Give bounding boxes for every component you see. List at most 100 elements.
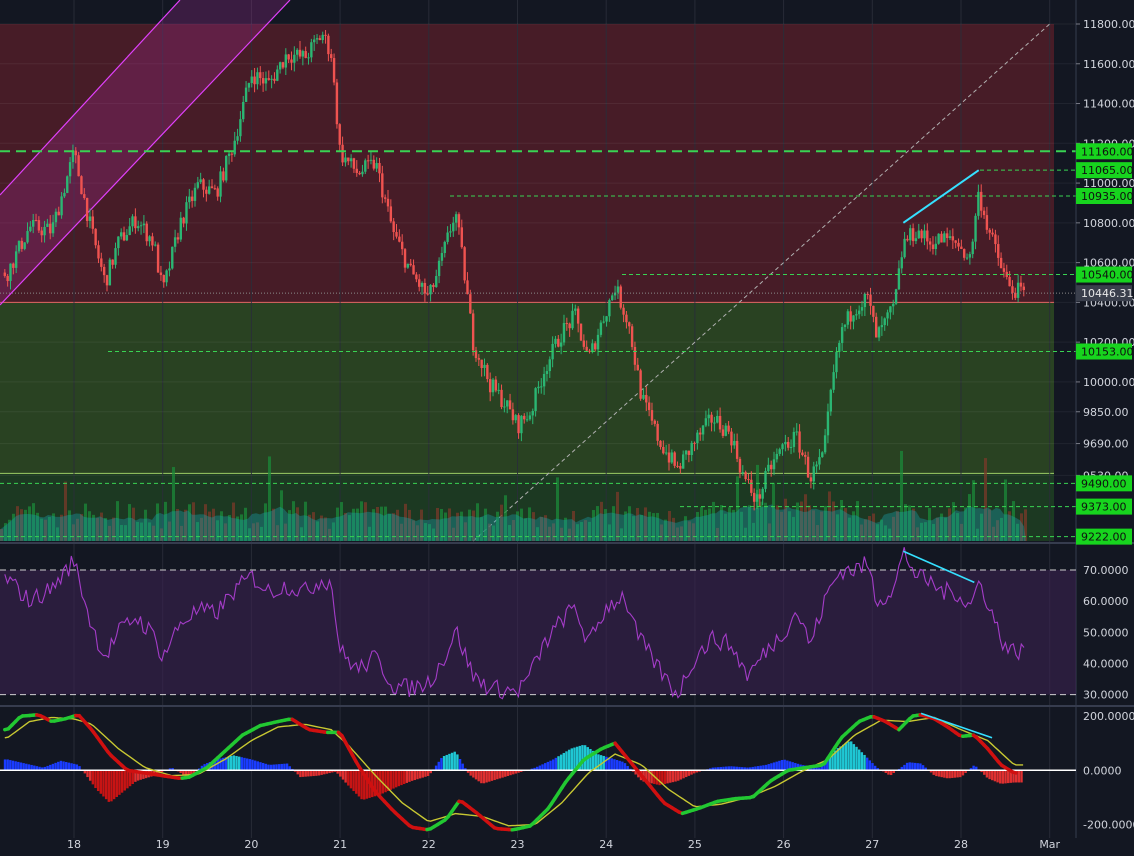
macd-histogram-bar bbox=[12, 761, 14, 771]
candle-body bbox=[370, 160, 372, 161]
candle-body bbox=[109, 260, 111, 286]
candle-body bbox=[299, 50, 301, 57]
candle-body bbox=[18, 241, 20, 251]
candle-body bbox=[634, 347, 636, 365]
macd-histogram-bar bbox=[438, 762, 440, 770]
macd-histogram-bar bbox=[254, 761, 256, 771]
candle-body bbox=[742, 472, 744, 473]
candle-body bbox=[180, 218, 182, 240]
candle-body bbox=[106, 275, 108, 285]
macd-histogram-bar bbox=[456, 754, 458, 770]
candle-body bbox=[66, 176, 68, 193]
macd-histogram-bar bbox=[355, 770, 357, 793]
candle-body bbox=[248, 83, 250, 88]
candle-body bbox=[608, 300, 610, 316]
macd-histogram-bar bbox=[597, 754, 599, 770]
candle-body bbox=[972, 242, 974, 254]
price-level-tag-label: 11160.00 bbox=[1081, 145, 1134, 158]
candle-body bbox=[943, 233, 945, 242]
macd-histogram-bar bbox=[850, 741, 852, 770]
candle-body bbox=[72, 151, 74, 162]
candle-body bbox=[722, 429, 724, 435]
candle-body bbox=[778, 449, 780, 454]
candle-body bbox=[747, 479, 749, 480]
candle-body bbox=[537, 387, 539, 388]
candle-body bbox=[989, 230, 991, 233]
price-level-tag-label: 9222.00 bbox=[1081, 531, 1127, 544]
macd-histogram-bar bbox=[541, 764, 543, 770]
candle-body bbox=[216, 188, 218, 196]
candle-body bbox=[449, 231, 451, 232]
candle-body bbox=[827, 411, 829, 435]
macd-histogram-bar bbox=[57, 762, 59, 770]
candle-body bbox=[776, 454, 778, 459]
price-level-tag-label: 9490.00 bbox=[1081, 477, 1127, 490]
candle-body bbox=[603, 322, 605, 323]
candle-body bbox=[798, 431, 800, 452]
candle-body bbox=[903, 239, 905, 257]
candle-body bbox=[38, 220, 40, 230]
candle-body bbox=[43, 227, 45, 235]
macd-axis-label: -200.0000 bbox=[1083, 818, 1134, 831]
macd-histogram-bar bbox=[9, 760, 11, 770]
macd-histogram-bar bbox=[70, 763, 72, 770]
rsi-axis-label: 50.0000 bbox=[1083, 626, 1129, 639]
candle-body bbox=[120, 232, 122, 236]
macd-histogram-bar bbox=[765, 765, 767, 770]
candle-body bbox=[469, 294, 471, 313]
macd-histogram-bar bbox=[677, 770, 679, 780]
candle-body bbox=[977, 192, 979, 216]
candle-body bbox=[534, 388, 536, 411]
macd-histogram-bar bbox=[938, 770, 940, 776]
macd-histogram-bar bbox=[116, 770, 118, 797]
time-axis-label: 22 bbox=[422, 838, 436, 851]
macd-histogram-bar bbox=[344, 770, 346, 782]
macd-histogram-bar bbox=[110, 770, 112, 801]
candle-body bbox=[392, 221, 394, 232]
macd-histogram-bar bbox=[499, 770, 501, 778]
candle-body bbox=[710, 415, 712, 423]
candle-body bbox=[991, 233, 993, 235]
candle-body bbox=[259, 72, 261, 78]
candle-body bbox=[80, 176, 82, 194]
candle-body bbox=[784, 442, 786, 444]
macd-histogram-bar bbox=[778, 761, 780, 770]
candle-body bbox=[435, 276, 437, 287]
candle-body bbox=[268, 78, 270, 80]
candle-body bbox=[194, 188, 196, 201]
macd-histogram-bar bbox=[501, 770, 503, 777]
candle-body bbox=[503, 406, 505, 407]
macd-histogram-bar bbox=[922, 765, 924, 770]
candle-body bbox=[327, 36, 329, 54]
candle-body bbox=[270, 79, 272, 80]
candle-body bbox=[815, 465, 817, 467]
macd-histogram-bar bbox=[97, 770, 99, 791]
candle-body bbox=[523, 416, 525, 419]
macd-histogram-bar bbox=[307, 770, 309, 776]
candle-body bbox=[41, 231, 43, 236]
macd-histogram-bar bbox=[416, 770, 418, 779]
candle-body bbox=[685, 451, 687, 455]
candle-body bbox=[1011, 286, 1013, 293]
candle-body bbox=[160, 272, 162, 275]
candle-body bbox=[841, 327, 843, 343]
candle-body bbox=[262, 78, 264, 83]
candle-body bbox=[197, 182, 199, 188]
macd-histogram-bar bbox=[781, 760, 783, 770]
candle-body bbox=[940, 234, 942, 243]
candle-body bbox=[515, 415, 517, 420]
macd-histogram-bar bbox=[265, 764, 267, 771]
macd-axis-label: 200.0000 bbox=[1083, 710, 1134, 723]
candle-body bbox=[997, 244, 999, 258]
price-axis-label: 9690.00 bbox=[1083, 438, 1129, 451]
candle-body bbox=[543, 374, 545, 386]
macd-histogram-bar bbox=[1007, 770, 1009, 783]
macd-histogram-bar bbox=[555, 758, 557, 770]
candle-body bbox=[251, 77, 253, 84]
candle-body bbox=[211, 186, 213, 188]
macd-line-segment bbox=[1012, 772, 1016, 773]
candle-body bbox=[234, 141, 236, 155]
macd-histogram-bar bbox=[451, 753, 453, 771]
macd-histogram-bar bbox=[547, 762, 549, 770]
candle-body bbox=[787, 442, 789, 448]
